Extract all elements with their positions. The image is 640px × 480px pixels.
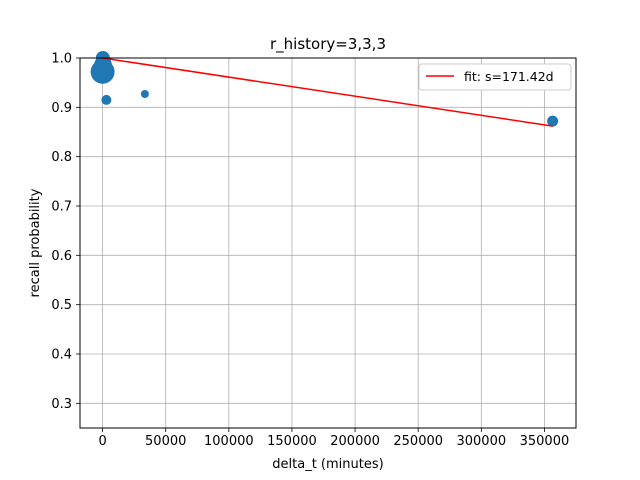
data-marks — [90, 51, 559, 127]
x-tick-label: 150000 — [267, 434, 317, 449]
y-tick-label: 0.9 — [51, 101, 72, 116]
y-tick-label: 0.8 — [51, 150, 72, 165]
scatter-point — [101, 94, 112, 105]
ticks: 0 50000 100000 150000 200000 250000 300000 3500… — [51, 52, 569, 450]
y-tick-label: 0.5 — [51, 298, 72, 313]
legend: fit: s=171.42d — [418, 63, 572, 91]
y-tick-label: 0.4 — [51, 348, 72, 363]
y-tick-label: 0.3 — [51, 397, 72, 412]
y-tick-label: 1.0 — [51, 52, 72, 67]
fit-line — [102, 57, 553, 127]
x-tick-label: 350000 — [520, 434, 570, 449]
x-tick-label: 300000 — [456, 434, 506, 449]
y-axis-label: recall probability — [28, 188, 43, 297]
x-tick-label: 50000 — [145, 434, 186, 449]
x-axis-label: delta_t (minutes) — [272, 457, 383, 472]
grid — [80, 57, 576, 428]
legend-label-fit: fit: s=171.42d — [464, 69, 554, 84]
scatter-point — [140, 90, 149, 99]
chart-title: r_history=3,3,3 — [270, 35, 386, 54]
x-tick-label: 100000 — [204, 434, 254, 449]
y-tick-label: 0.7 — [51, 200, 72, 215]
x-tick-label: 0 — [98, 434, 106, 449]
y-tick-label: 0.6 — [51, 249, 72, 264]
x-tick-label: 250000 — [393, 434, 443, 449]
scatter-point — [547, 115, 559, 127]
plot-frame — [79, 57, 577, 429]
x-tick-label: 200000 — [330, 434, 380, 449]
legend-box — [418, 63, 572, 91]
plot-area — [80, 58, 576, 428]
